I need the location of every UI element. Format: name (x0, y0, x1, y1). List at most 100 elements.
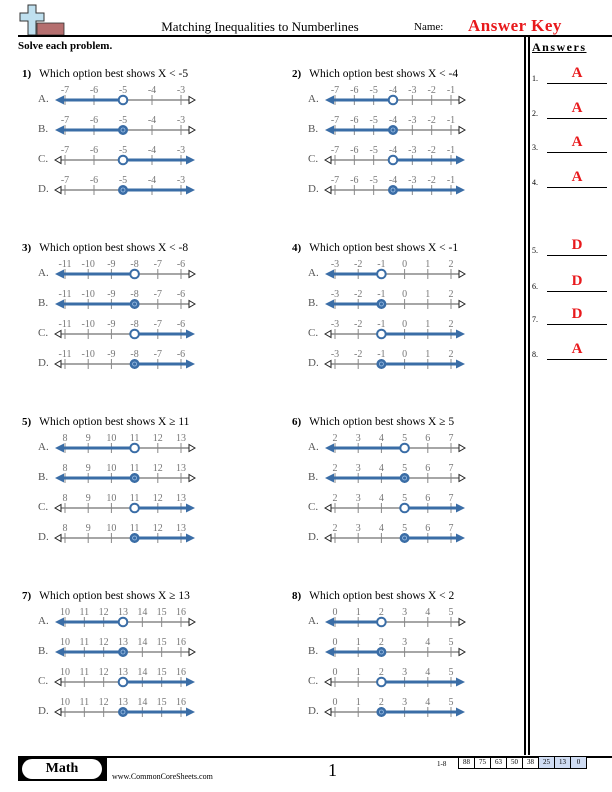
option-label[interactable]: D. (308, 531, 319, 543)
number-line-option-c[interactable]: 10 11 12 13 14 15 16 (20, 666, 220, 696)
option-label[interactable]: C. (38, 153, 49, 165)
number-line-option-c[interactable]: -7 -6 -5 -4 -3 (20, 144, 220, 174)
problem-4: 4) Which option best shows X < -1 A. -3 -2 -1… (290, 238, 520, 378)
svg-text:-6: -6 (177, 289, 185, 300)
answer-value[interactable]: A (571, 65, 583, 81)
number-line-option-c[interactable]: -7 -6 -5 -4 -3 -2 -1 (290, 144, 490, 174)
answer-item: 1. A (532, 64, 607, 84)
option-label[interactable]: C. (308, 501, 319, 513)
number-line-option-d[interactable]: 0 1 2 3 4 5 (290, 696, 490, 726)
option-label[interactable]: A. (308, 441, 319, 453)
svg-text:-10: -10 (82, 319, 95, 330)
number-line-option-a[interactable]: 0 1 2 3 4 5 (290, 606, 490, 636)
website-link[interactable]: www.CommonCoreSheets.com (112, 772, 213, 781)
problem-5: 5) Which option best shows X ≥ 11 A. 8 9 10 11… (20, 412, 250, 552)
option-label[interactable]: D. (308, 357, 319, 369)
number-line-option-d[interactable]: 2 3 4 5 6 7 (290, 522, 490, 552)
number-line-option-b[interactable]: -3 -2 -1 0 1 2 (290, 288, 490, 318)
option-label[interactable]: C. (308, 327, 319, 339)
number-line-option-b[interactable]: 0 1 2 3 4 5 (290, 636, 490, 666)
option-label[interactable]: A. (38, 267, 49, 279)
option-label[interactable]: B. (308, 297, 319, 309)
number-line-option-c[interactable]: 2 3 4 5 6 7 (290, 492, 490, 522)
number-line-option-a[interactable]: 8 9 10 11 12 13 (20, 432, 220, 462)
number-line-option-b[interactable]: 10 11 12 13 14 15 16 (20, 636, 220, 666)
number-line-option-b[interactable]: -7 -6 -5 -4 -3 (20, 114, 220, 144)
option-label[interactable]: D. (38, 705, 49, 717)
option-label[interactable]: C. (38, 327, 49, 339)
number-line-option-b[interactable]: -11 -10 -9 -8 -7 -6 (20, 288, 220, 318)
option-label[interactable]: B. (308, 645, 319, 657)
option-label[interactable]: B. (38, 471, 49, 483)
option-label[interactable]: C. (308, 153, 319, 165)
number-line-option-b[interactable]: 2 3 4 5 6 7 (290, 462, 490, 492)
svg-text:11: 11 (130, 493, 140, 504)
answer-value[interactable]: A (571, 134, 583, 150)
svg-text:10: 10 (106, 493, 116, 504)
option-label[interactable]: B. (308, 123, 319, 135)
svg-text:5: 5 (402, 463, 407, 474)
number-line-option-a[interactable]: -11 -10 -9 -8 -7 -6 (20, 258, 220, 288)
option-label[interactable]: B. (38, 123, 49, 135)
number-line-option-d[interactable]: -7 -6 -5 -4 -3 (20, 174, 220, 204)
option-label[interactable]: C. (308, 675, 319, 687)
score-cell: 88 (459, 757, 475, 769)
option-label[interactable]: D. (308, 183, 319, 195)
answer-value[interactable]: A (571, 100, 583, 116)
svg-text:-4: -4 (389, 145, 397, 156)
option-label[interactable]: A. (308, 615, 319, 627)
option-label[interactable]: A. (38, 93, 49, 105)
number-line-option-d[interactable]: -3 -2 -1 0 1 2 (290, 348, 490, 378)
score-cell: 25 (539, 757, 555, 769)
svg-text:-6: -6 (177, 259, 185, 270)
answer-value[interactable]: D (571, 306, 583, 322)
name-value[interactable]: Answer Key (468, 16, 562, 35)
number-line-option-d[interactable]: -11 -10 -9 -8 -7 -6 (20, 348, 220, 378)
number-line-option-b[interactable]: 8 9 10 11 12 13 (20, 462, 220, 492)
option-label[interactable]: A. (38, 615, 49, 627)
svg-text:-5: -5 (369, 115, 377, 126)
number-line-option-c[interactable]: -3 -2 -1 0 1 2 (290, 318, 490, 348)
answer-value[interactable]: A (571, 169, 583, 185)
number-line-option-c[interactable]: -11 -10 -9 -8 -7 -6 (20, 318, 220, 348)
svg-text:-7: -7 (331, 85, 339, 96)
option-label[interactable]: C. (38, 501, 49, 513)
svg-text:4: 4 (379, 523, 384, 534)
number-line-option-d[interactable]: 10 11 12 13 14 15 16 (20, 696, 220, 726)
option-label[interactable]: D. (308, 705, 319, 717)
option-label[interactable]: A. (308, 267, 319, 279)
svg-text:-8: -8 (130, 259, 138, 270)
svg-text:6: 6 (425, 433, 430, 444)
option-label[interactable]: D. (38, 357, 49, 369)
svg-text:-5: -5 (119, 145, 127, 156)
number-line-option-a[interactable]: 2 3 4 5 6 7 (290, 432, 490, 462)
svg-text:-7: -7 (154, 319, 162, 330)
number-line-option-c[interactable]: 0 1 2 3 4 5 (290, 666, 490, 696)
svg-text:-6: -6 (90, 85, 98, 96)
option-label[interactable]: C. (38, 675, 49, 687)
option-label[interactable]: B. (308, 471, 319, 483)
problem-3: 3) Which option best shows X < -8 A. -11 -10… (20, 238, 250, 378)
answer-value[interactable]: D (571, 237, 583, 253)
number-line-option-a[interactable]: -3 -2 -1 0 1 2 (290, 258, 490, 288)
svg-text:-4: -4 (148, 145, 156, 156)
svg-text:2: 2 (449, 259, 454, 270)
svg-text:11: 11 (80, 607, 90, 618)
svg-text:1: 1 (356, 667, 361, 678)
svg-text:-4: -4 (148, 115, 156, 126)
option-label[interactable]: B. (38, 297, 49, 309)
number-line-option-c[interactable]: 8 9 10 11 12 13 (20, 492, 220, 522)
number-line-option-b[interactable]: -7 -6 -5 -4 -3 -2 -1 (290, 114, 490, 144)
option-label[interactable]: D. (38, 531, 49, 543)
answer-value[interactable]: A (571, 341, 583, 357)
option-label[interactable]: A. (308, 93, 319, 105)
option-label[interactable]: B. (38, 645, 49, 657)
option-label[interactable]: D. (38, 183, 49, 195)
number-line-option-d[interactable]: -7 -6 -5 -4 -3 -2 -1 (290, 174, 490, 204)
answer-value[interactable]: D (571, 273, 583, 289)
number-line-option-a[interactable]: -7 -6 -5 -4 -3 (20, 84, 220, 114)
number-line-option-a[interactable]: -7 -6 -5 -4 -3 -2 -1 (290, 84, 490, 114)
number-line-option-d[interactable]: 8 9 10 11 12 13 (20, 522, 220, 552)
number-line-option-a[interactable]: 10 11 12 13 14 15 16 (20, 606, 220, 636)
option-label[interactable]: A. (38, 441, 49, 453)
